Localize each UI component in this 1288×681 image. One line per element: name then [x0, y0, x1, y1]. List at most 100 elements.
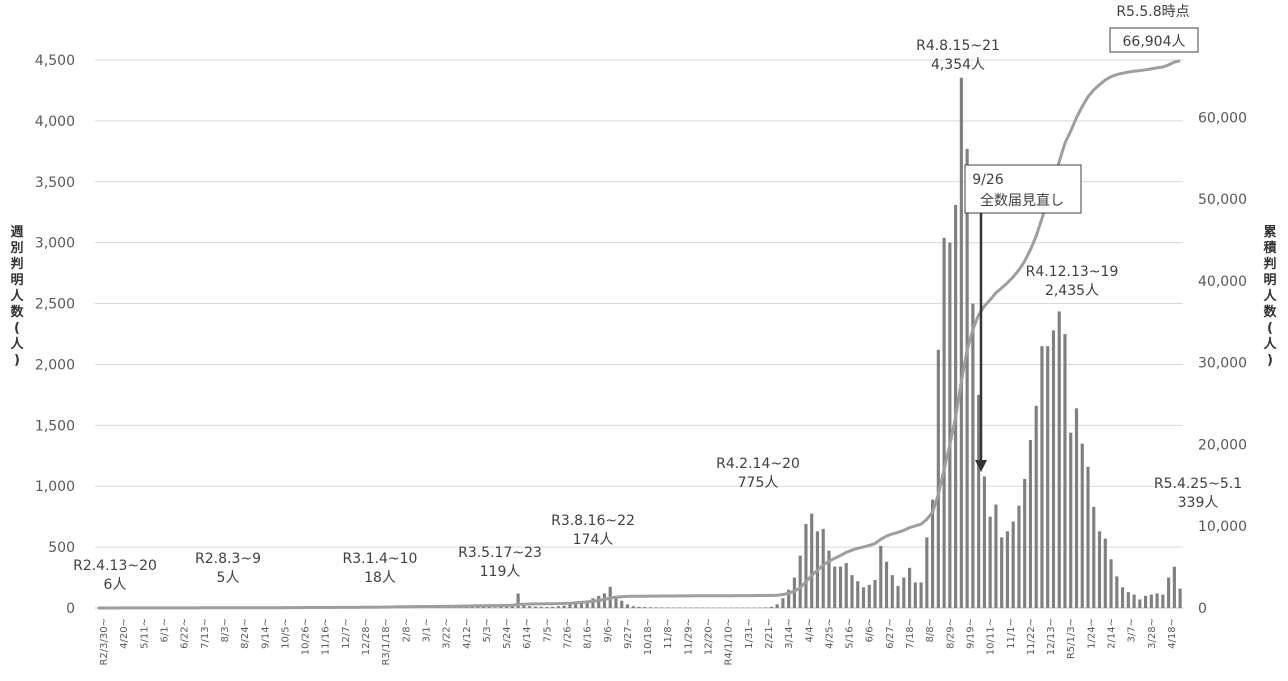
x-tick: 7/26~ [562, 618, 573, 649]
y-left-tick: 3,500 [35, 175, 75, 191]
bar [654, 607, 658, 608]
bar [861, 587, 866, 608]
bar [1080, 443, 1084, 608]
annotation-box [964, 164, 1082, 214]
annotation-value: 2,435人 [1045, 283, 1099, 299]
bar [931, 499, 935, 608]
bar [1149, 594, 1153, 608]
bar [660, 607, 664, 608]
bar [844, 562, 848, 608]
y-left-ticks: 0 500 1,000 1,500 2,000 2,500 3,000 3,500 4,000 4… [35, 53, 75, 617]
bar [959, 77, 963, 609]
x-tick: 8/16~ [583, 618, 594, 649]
bar [838, 566, 843, 608]
annotation-box [1109, 27, 1199, 53]
x-tick: 1/31~ [744, 618, 755, 649]
bar [913, 582, 917, 608]
annotation-label: R3.8.16~22 [551, 513, 635, 529]
bar [1120, 587, 1125, 608]
x-tick: 12/20~ [704, 618, 715, 655]
annotations: R2.4.13~20 6人 R2.8.3~9 5人 R3.1.4~10 18人 R3.5.1… [73, 4, 1242, 593]
bar [1167, 577, 1171, 608]
bar [982, 476, 986, 608]
y-right-title-char: ( [1267, 321, 1273, 336]
bar [1034, 405, 1038, 608]
bar [804, 523, 808, 608]
bar [481, 606, 486, 608]
x-tick: 5/11~ [139, 618, 150, 649]
x-tick: R5/1/3~ [1066, 618, 1077, 659]
annotation-label: R4.12.13~19 [1026, 264, 1119, 280]
y-left-title-char: 別 [9, 241, 23, 256]
bar [585, 600, 589, 608]
bar [764, 607, 768, 608]
bar [781, 598, 785, 608]
x-tick: 6/22~ [180, 618, 191, 649]
x-tick: R3/1/18~ [381, 618, 392, 666]
y-right-tick: 60,000 [1198, 110, 1247, 126]
x-tick: 4/25~ [824, 618, 835, 649]
y-left-title-char: 人 [10, 336, 24, 352]
bar [1074, 408, 1079, 608]
annotation-value: 775人 [738, 475, 779, 491]
x-tick: 10/11~ [986, 618, 997, 655]
y-right-title-char: 積 [1262, 240, 1277, 256]
x-tick: 8/29~ [945, 618, 956, 649]
y-right-ticks: 0 10,000 20,000 30,000 40,000 50,000 60,000 [1198, 110, 1247, 617]
bar [810, 513, 814, 608]
bar [1011, 521, 1015, 608]
x-tick: 4/12~ [462, 618, 473, 649]
x-tick: 5/16~ [845, 618, 856, 649]
cumulative-line [97, 59, 1181, 610]
y-left-title-char: 判 [10, 256, 23, 272]
bar [643, 607, 647, 608]
x-tick: 2/14~ [1106, 618, 1117, 649]
bar [879, 545, 883, 608]
x-tick: 3/28~ [1147, 618, 1158, 649]
bar [1138, 599, 1142, 608]
annotation-label: R2.4.13~20 [73, 558, 157, 574]
y-right-tick: 30,000 [1198, 356, 1247, 372]
y-left-tick: 1,000 [35, 479, 75, 495]
bar [562, 605, 566, 608]
x-tick: 11/1~ [1006, 618, 1017, 649]
bar [620, 600, 624, 608]
x-ticks: R2/3/30~ 4/20~ 5/11~ 6/1~ 6/22~ 7/13~ 8/3~ 8/24… [99, 618, 1178, 666]
x-tick: 12/7~ [341, 618, 352, 649]
bar [591, 598, 595, 608]
bar [988, 516, 992, 608]
bar [907, 567, 912, 608]
bar [1126, 592, 1130, 608]
bar [821, 528, 825, 608]
bar [522, 605, 526, 608]
bar [884, 561, 889, 608]
bar [556, 606, 560, 608]
x-tick: 3/7~ [1127, 618, 1138, 642]
bar [919, 582, 923, 608]
x-tick: 12/13~ [1046, 618, 1057, 655]
bar [977, 394, 981, 608]
x-tick: 6/1~ [160, 618, 171, 642]
x-tick: R2/3/30~ [99, 618, 110, 666]
bar [1005, 531, 1010, 608]
y-right-title-char: 判 [1263, 256, 1276, 272]
x-tick: 5/3~ [482, 618, 493, 642]
bar [1103, 538, 1107, 608]
bar [850, 575, 854, 608]
bar [625, 604, 630, 608]
x-tick: 2/8~ [401, 618, 412, 642]
x-tick: 8/24~ [240, 618, 251, 649]
y-right-title-char: 人 [1263, 288, 1277, 304]
y-right-title-char: 人 [1263, 336, 1277, 352]
x-tick: 3/14~ [784, 618, 795, 649]
bar [1028, 439, 1033, 608]
bar [1017, 505, 1021, 608]
bar [545, 607, 549, 608]
bar [1051, 330, 1056, 608]
x-tick: 4/20~ [119, 618, 130, 649]
annotation-value: 全数届見直し [980, 192, 1064, 209]
annotation-value: 66,904人 [1123, 34, 1186, 50]
arrow-head [975, 460, 987, 472]
x-tick: 11/22~ [1026, 618, 1037, 655]
bar [856, 581, 860, 608]
